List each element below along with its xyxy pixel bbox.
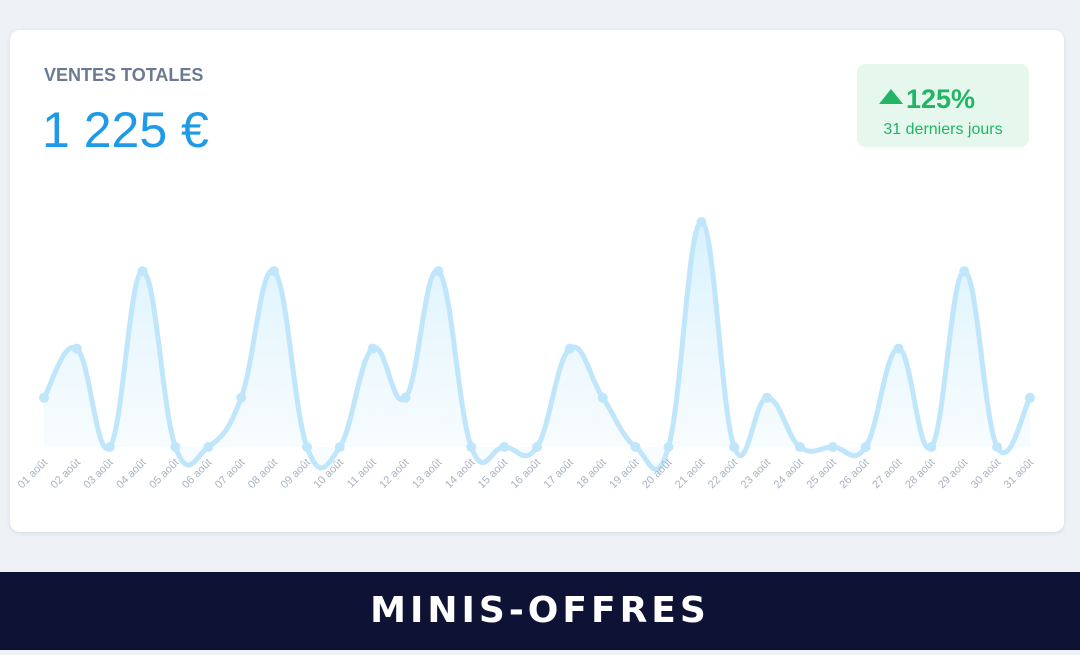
point (1025, 392, 1035, 403)
point (367, 343, 378, 354)
point (433, 266, 444, 277)
point (663, 442, 674, 452)
point (236, 392, 247, 403)
footer (0, 572, 1080, 650)
point (564, 343, 575, 354)
point (137, 266, 148, 277)
badge-caption: 31 derniers jours (883, 121, 1002, 138)
point (400, 392, 411, 403)
point (104, 442, 115, 452)
badge-value: 125% (906, 84, 975, 114)
point (301, 442, 312, 452)
point (269, 266, 280, 277)
area (44, 222, 1030, 470)
point (729, 442, 740, 452)
point (630, 442, 641, 452)
point (466, 442, 477, 452)
total: 1 225 € (42, 102, 209, 158)
up-arrow (879, 89, 903, 104)
point (71, 343, 82, 354)
point (893, 343, 904, 354)
point (992, 442, 1003, 452)
point (959, 266, 970, 277)
point (532, 442, 542, 452)
footer-text: MINIS-OFFRES (370, 590, 710, 631)
point (499, 442, 510, 452)
point (762, 392, 773, 403)
point (926, 442, 937, 452)
point (827, 442, 838, 452)
point (203, 442, 214, 452)
point (334, 442, 345, 452)
card-title: VENTES TOTALES (44, 65, 203, 85)
point (170, 442, 181, 452)
badge (857, 64, 1029, 147)
point (597, 392, 608, 403)
point (696, 217, 707, 227)
point (860, 442, 871, 452)
point (39, 392, 49, 403)
point (794, 442, 805, 452)
